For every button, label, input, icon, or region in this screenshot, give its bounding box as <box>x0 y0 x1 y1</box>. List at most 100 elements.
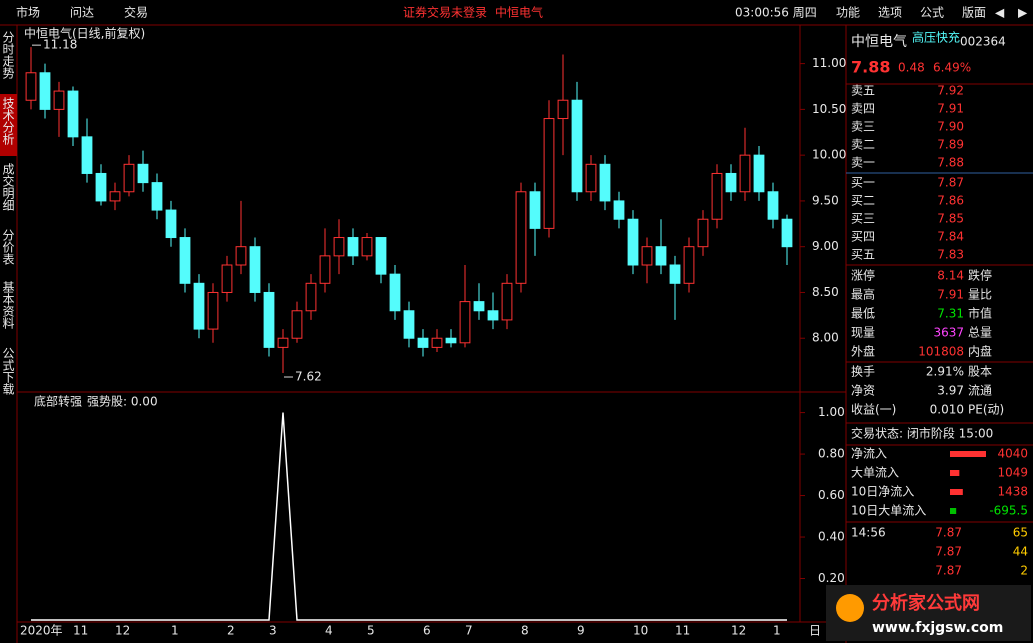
flow-label: 净流入 <box>851 447 887 461</box>
stock-name: 中恒电气 <box>851 34 907 50</box>
candle-body <box>207 291 219 330</box>
indicator-line <box>31 412 787 621</box>
side-tab[interactable]: 分时走势 <box>1 31 15 79</box>
candle-body <box>137 163 149 184</box>
y-tick-label: 8.50 <box>812 285 839 299</box>
book-label: 卖四 <box>851 102 875 116</box>
clock: 03:00:56 周四 <box>735 6 817 20</box>
tick-time: 14:56 <box>851 526 886 540</box>
change: 0.48 <box>898 61 925 75</box>
y-tick-label: 9.00 <box>812 239 839 253</box>
stat-value: 0.010 <box>930 403 964 417</box>
candle-body <box>641 246 653 266</box>
side-tab[interactable]: 基本资料 <box>1 281 15 329</box>
side-tab[interactable]: 技术分析 <box>1 97 15 146</box>
logo-icon <box>836 594 864 622</box>
stat-value: 101808 <box>918 345 964 359</box>
book-price: 7.88 <box>937 156 964 170</box>
book-price: 7.83 <box>937 248 964 262</box>
side-tab[interactable]: 成交明细 <box>1 163 15 211</box>
stat-label: 现量 <box>851 326 875 340</box>
menu-item[interactable]: 问达 <box>70 6 94 20</box>
candle-body <box>277 337 289 348</box>
book-label: 买二 <box>851 194 875 208</box>
candle-body <box>53 90 65 110</box>
book-label: 买四 <box>851 230 875 244</box>
menu-item[interactable]: 功能 <box>836 6 860 20</box>
stat-value: 2.91% <box>926 365 964 379</box>
nav-right[interactable]: ▶ <box>1018 6 1028 20</box>
x-tick-label: 5 <box>367 624 375 638</box>
candle-body <box>179 237 191 284</box>
nav-left[interactable]: ◀ <box>995 6 1005 20</box>
y-tick-label: 0.20 <box>818 571 845 585</box>
candle-body <box>501 282 513 321</box>
menu-item[interactable]: 公式 <box>920 6 944 20</box>
candle-body <box>431 337 443 348</box>
indicator-title: 底部转强 <box>34 394 82 409</box>
period[interactable]: 日 <box>809 624 821 638</box>
stat-label: 最高 <box>851 287 875 302</box>
stat-label: 股本 <box>968 365 992 379</box>
stat-label: 流通 <box>968 384 992 398</box>
candle-body <box>585 163 597 193</box>
flow-value: -695.5 <box>989 504 1028 518</box>
menu-item[interactable]: 选项 <box>878 6 902 20</box>
x-tick-label: 10 <box>633 624 648 638</box>
stat-label: 外盘 <box>851 344 875 359</box>
flow-value: 1438 <box>997 485 1028 499</box>
x-tick-label: 11 <box>675 624 690 638</box>
tick-volume: 2 <box>1020 564 1028 578</box>
min-label: 7.62 <box>295 370 322 384</box>
candle-body <box>599 163 611 202</box>
chart-title: 中恒电气(日线,前复权) <box>24 26 145 41</box>
y-tick-label: 1.00 <box>818 405 845 419</box>
flow-label: 大单流入 <box>851 466 899 480</box>
stat-label: 市值 <box>968 306 992 321</box>
stat-label: 涨停 <box>851 268 875 283</box>
candle-body <box>725 172 737 193</box>
candle-body <box>109 191 121 202</box>
candle-body <box>249 246 261 293</box>
book-price: 7.85 <box>937 212 964 226</box>
x-tick-label: 7 <box>465 624 473 638</box>
tab-active <box>0 94 17 156</box>
menu-item[interactable]: 交易 <box>124 5 148 20</box>
book-label: 买三 <box>851 212 875 226</box>
candle-body <box>487 310 499 321</box>
flow-value: 4040 <box>997 447 1028 461</box>
y-tick-label: 11.00 <box>812 56 846 70</box>
flow-bar <box>950 451 986 457</box>
y-tick-label: 0.60 <box>818 488 845 502</box>
flow-bar <box>950 470 960 476</box>
max-label: 11.18 <box>43 38 77 52</box>
x-tick-label: 6 <box>423 624 431 638</box>
side-tab[interactable]: 公式下载 <box>1 347 15 396</box>
stat-label: 量比 <box>968 288 992 302</box>
side-tab[interactable]: 分价表 <box>1 229 15 265</box>
menu-item[interactable]: 版面 <box>962 6 986 20</box>
flow-bar <box>950 508 957 514</box>
book-price: 7.87 <box>937 176 964 190</box>
stat-value: 3.97 <box>937 384 964 398</box>
tick-price: 7.87 <box>935 526 962 540</box>
candle-body <box>627 218 639 266</box>
x-tick-label: 2 <box>227 624 235 638</box>
x-tick-label: 8 <box>521 624 529 638</box>
candle-body <box>333 237 345 257</box>
menu-stock: 中恒电气 <box>495 5 543 20</box>
stat-label: 最低 <box>851 307 875 321</box>
x-tick-label: 12 <box>115 624 130 638</box>
x-tick-label: 1 <box>171 624 179 638</box>
candle-body <box>459 301 471 344</box>
login-notice[interactable]: 证券交易未登录 <box>403 5 487 20</box>
candle-body <box>697 218 709 248</box>
candle-body <box>235 246 247 266</box>
logo-name: 分析家公式网 <box>872 592 980 614</box>
candle-body <box>417 337 429 348</box>
book-label: 卖五 <box>851 84 875 98</box>
stock-code: 002364 <box>960 35 1006 49</box>
menu-item[interactable]: 市场 <box>16 5 40 20</box>
